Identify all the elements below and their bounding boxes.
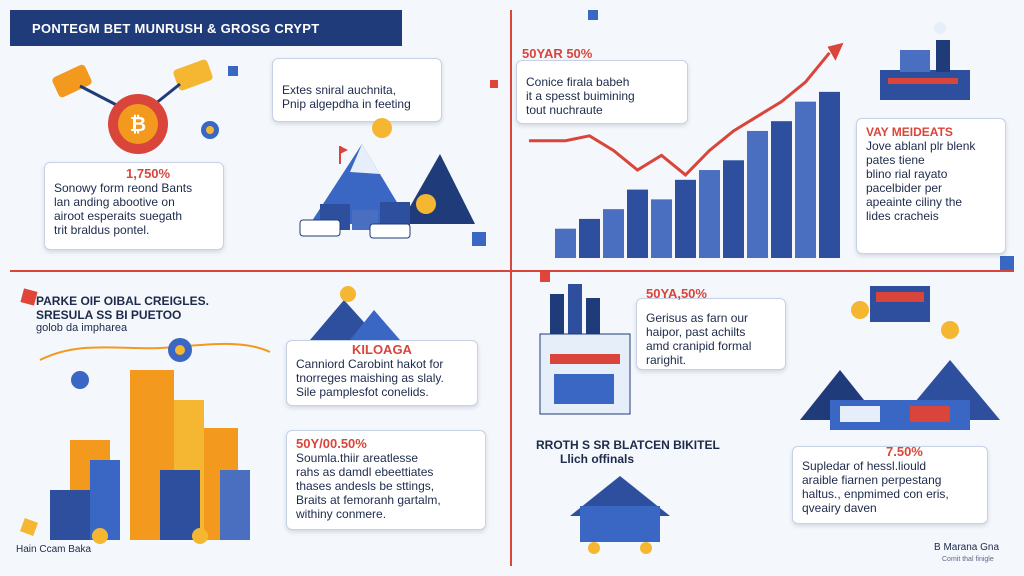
card-line: qveairy daven [802, 501, 877, 515]
chart-bar [651, 199, 672, 258]
card-line: haltus., enpmimed con eris, [802, 487, 949, 501]
stat-value: 50YAR 50% [522, 46, 593, 61]
section-title-line: PARKE OIF OIBAL CREIGLES. [36, 294, 209, 308]
growth-bar-chart [529, 42, 844, 259]
card-line: pacelbider per [866, 181, 943, 195]
card-line: amd cranipid formal [646, 339, 752, 353]
confetti-square [228, 66, 238, 76]
card-line: Conice firala babeh [526, 75, 630, 89]
mountain-city-illustration [299, 118, 475, 239]
stat-card-top-right: Conice firala babeh it a spesst buiminin… [516, 60, 688, 124]
card-line: tout nuchraute [526, 103, 603, 117]
card-line: rahs as damdl ebeettiates [296, 465, 434, 479]
chart-bar [555, 228, 576, 258]
chart-bar [747, 130, 768, 258]
chart-bar [579, 218, 600, 258]
card-line: Gerisus as farn our [646, 311, 749, 325]
factory-illustration [880, 22, 970, 100]
chart-bar [723, 160, 744, 258]
card-line: apeainte ciliny the [866, 195, 963, 209]
stat-value: 50Y/00.50% [296, 436, 367, 451]
card-line: Extes sniral auchnita, [282, 83, 397, 97]
card-line: Canniord Carobint hakot for [296, 357, 444, 371]
confetti-square [588, 10, 598, 20]
card-line: withiny conmere. [296, 507, 387, 521]
chart-bar [699, 170, 720, 258]
horizontal-divider [10, 270, 1014, 272]
card-line: tnorreges maishing as slaly. [296, 371, 444, 385]
card-line: Jove ablanl plr blenk [866, 139, 976, 153]
footer-left: Hain Ccam Baka [16, 544, 92, 555]
chart-bar [819, 91, 840, 258]
card-title: KILOAGA [352, 342, 412, 357]
card-line: Sonowy form reond Bants [54, 181, 193, 195]
section-subtitle: golob da impharea [36, 322, 128, 334]
note-card-top-left: Extes sniral auchnita, Pnip algepdha in … [272, 58, 442, 122]
stat-card-bottom-left: 50Y/00.50% Soumla.thiir areatlesse rahs … [286, 430, 486, 530]
card-line: airoot esperaits suegath [54, 209, 183, 223]
card-line: blino rial rayato [866, 167, 948, 181]
section-heading-bottom-right: RROTH S SR BLATCEN BIKITEL Llich offinal… [536, 438, 736, 466]
info-card-bottom-left: KILOAGA Canniord Carobint hakot for tnor… [286, 340, 478, 406]
city-skyline-illustration [570, 476, 670, 554]
chart-trend-arrowhead [827, 42, 844, 61]
card-line: thases andesls be sttings, [296, 479, 435, 493]
vertical-divider [510, 10, 512, 566]
card-line: it a spesst buimining [526, 89, 635, 103]
card-line: Supledar of hessl.liould [802, 459, 927, 473]
card-line: trit braldus pontel. [54, 223, 150, 237]
section-title-line: Llich offinals [560, 452, 635, 466]
stat-card-bottom-right-2: 7.50% Supledar of hessl.liould araible f… [792, 444, 988, 524]
confetti-square [20, 288, 38, 306]
side-card-top-right: VAY MEIDEATS Jove ablanl plr blenk pates… [856, 118, 1006, 254]
confetti-square [490, 80, 498, 88]
stat-value: 50YA,50% [646, 286, 707, 301]
office-building-illustration [539, 284, 631, 415]
stat-card-bottom-right: Gerisus as farn our haipor, past achilts… [636, 298, 786, 370]
section-title-line: SRESULA SS BI PUETOO [36, 308, 182, 322]
confetti-square [1000, 256, 1014, 270]
chart-bar [795, 101, 816, 259]
card-line: Soumla.thiir areatlesse [296, 451, 419, 465]
card-line: pates tiene [866, 153, 925, 167]
card-line: lan anding abootive on [54, 195, 175, 209]
coin-stacks-city-illustration [39, 338, 271, 544]
stat-value: 1,750% [126, 166, 171, 181]
confetti-square [472, 232, 486, 246]
svg-text:₿: ₿ [130, 114, 146, 136]
chart-bar [675, 179, 696, 258]
section-title-line: RROTH S SR BLATCEN BIKITEL [536, 438, 720, 452]
stat-value: 7.50% [886, 444, 923, 459]
chart-bar [627, 189, 648, 258]
mountain-icon [310, 286, 400, 340]
footer-right: B Marana Gna [934, 542, 1000, 553]
side-card-title: VAY MEIDEATS [866, 125, 953, 139]
chart-trend-line [529, 51, 831, 177]
card-line: Sile pamplesfot conelids. [296, 385, 429, 399]
confetti-square [20, 518, 38, 536]
card-line: Pnip algepdha in feeting [282, 97, 411, 111]
card-line: rarighit. [646, 353, 687, 367]
stat-card-top-left: 1,750% Sonowy form reond Bants lan andin… [44, 162, 224, 250]
card-line: araible fiarnen perpestang [802, 473, 942, 487]
bitcoin-chain-illustration: ₿ [52, 59, 219, 154]
footer-right-sub: Comit thal finigle [942, 556, 994, 563]
trade-port-illustration [800, 286, 1000, 430]
card-line: Braits at femoranh gartalm, [296, 493, 441, 507]
card-line: haipor, past achilts [646, 325, 746, 339]
confetti-square [540, 272, 550, 282]
card-line: lides cracheis [866, 209, 939, 223]
page-title: PONTEGM BET MUNRUSH & GROSG CRYPT [10, 10, 402, 46]
chart-bar [603, 209, 624, 258]
chart-bar [771, 121, 792, 258]
section-heading-bottom-left: PARKE OIF OIBAL CREIGLES. SRESULA SS BI … [36, 294, 256, 334]
